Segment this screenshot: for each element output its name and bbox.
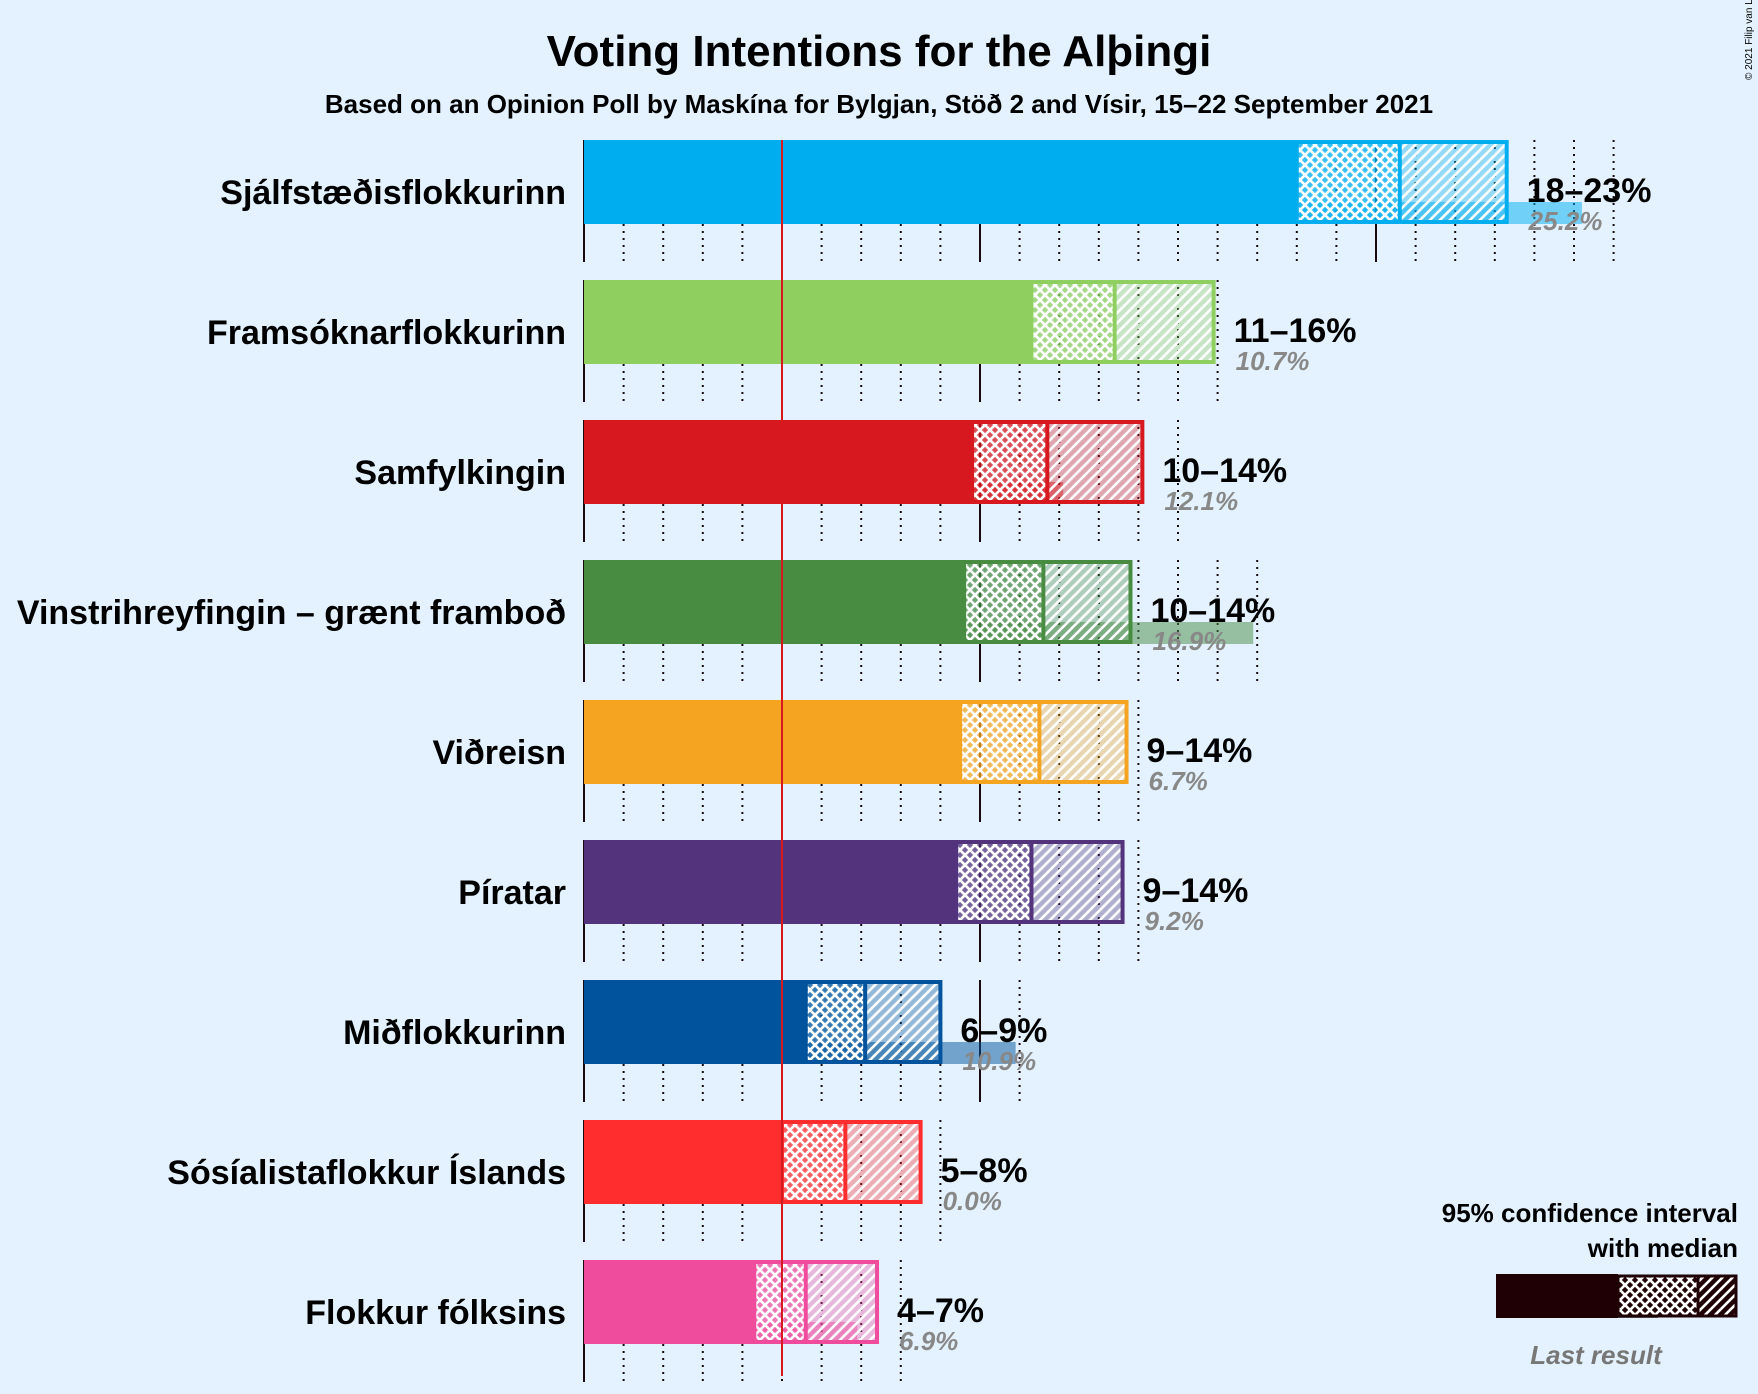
chart-title: Voting Intentions for the Alþingi [547, 27, 1212, 76]
range-label: 6–9% [960, 1012, 1047, 1050]
ci-lower-pattern [1031, 282, 1115, 362]
ci-upper-pattern [1047, 422, 1143, 502]
ci-solid-bar [584, 980, 806, 1064]
ci-solid-bar [584, 1120, 782, 1204]
legend-last-result: Last result [1530, 1340, 1663, 1370]
ci-upper-pattern [1031, 842, 1123, 922]
legend-title-line1: 95% confidence interval [1442, 1198, 1738, 1228]
last-result-label: 9.2% [1145, 906, 1204, 936]
legend-solid-bar [1496, 1274, 1618, 1318]
ci-lower-pattern [964, 562, 1044, 642]
last-result-label: 6.7% [1149, 766, 1208, 796]
range-label: 9–14% [1147, 732, 1253, 770]
party-name: Viðreisn [432, 734, 566, 772]
range-label: 5–8% [941, 1152, 1028, 1190]
ci-lower-pattern [972, 422, 1048, 502]
ci-solid-bar [584, 280, 1032, 364]
ci-lower-pattern [1296, 142, 1400, 222]
range-label: 10–14% [1150, 592, 1275, 630]
range-label: 10–14% [1162, 452, 1287, 490]
last-result-label: 25.2% [1528, 206, 1603, 236]
last-result-label: 10.9% [962, 1046, 1036, 1076]
last-result-label: 16.9% [1152, 626, 1226, 656]
range-label: 4–7% [897, 1292, 984, 1330]
ci-solid-bar [584, 700, 961, 784]
last-result-label: 12.1% [1164, 486, 1238, 516]
party-name: Vinstrihreyfingin – grænt framboð [17, 594, 566, 632]
party-name: Sjálfstæðisflokkurinn [220, 174, 566, 212]
ci-outline [970, 420, 1145, 504]
ci-upper-pattern [865, 982, 941, 1062]
range-label: 18–23% [1527, 172, 1652, 210]
bars [584, 140, 1582, 1344]
legend-hatch-pattern [1698, 1276, 1736, 1316]
ci-lower-pattern [805, 982, 866, 1062]
ci-upper-pattern [805, 1262, 878, 1342]
ci-outline [803, 980, 943, 1064]
ci-solid-bar [584, 420, 973, 504]
party-name: Sósíalistaflokkur Íslands [167, 1154, 566, 1192]
ci-outline [954, 840, 1125, 924]
ci-upper-pattern [845, 1122, 921, 1202]
chart-subtitle: Based on an Opinion Poll by Maskína for … [325, 89, 1433, 119]
party-name: Flokkur fólksins [305, 1294, 566, 1332]
ci-upper-pattern [1399, 142, 1507, 222]
ci-solid-bar [584, 560, 965, 644]
ci-outline [958, 700, 1129, 784]
ci-upper-pattern [1039, 702, 1127, 782]
ci-solid-bar [584, 840, 957, 924]
ci-lower-pattern [956, 842, 1032, 922]
ci-outline [752, 1260, 880, 1344]
ci-upper-pattern [1114, 282, 1214, 362]
legend-title-line2: with median [1587, 1233, 1738, 1263]
party-name: Píratar [458, 874, 566, 912]
ci-outline [962, 560, 1133, 644]
range-label: 11–16% [1234, 312, 1357, 350]
ci-solid-bar [584, 1260, 755, 1344]
party-name: Miðflokkurinn [343, 1014, 566, 1052]
ci-solid-bar [584, 140, 1297, 224]
party-name: Framsóknarflokkurinn [207, 314, 566, 352]
last-result-label: 0.0% [943, 1186, 1002, 1216]
ci-upper-pattern [1043, 562, 1131, 642]
legend-crosshatch-pattern [1618, 1276, 1698, 1316]
legend: 95% confidence interval with median Last… [1442, 1198, 1738, 1370]
ci-outline [1029, 280, 1216, 364]
labels: Sjálfstæðisflokkurinn 18–23%25.2% Framsókn… [17, 172, 1652, 1356]
ci-lower-pattern [782, 1122, 846, 1202]
copyright-text: © 2021 Filip van Laenen [1744, 0, 1755, 80]
ci-lower-pattern [960, 702, 1040, 782]
legend-ci-outline [1616, 1274, 1738, 1318]
ci-lower-pattern [754, 1262, 806, 1342]
party-name: Samfylkingin [354, 454, 566, 492]
last-result-label: 6.9% [899, 1326, 958, 1356]
range-label: 9–14% [1143, 872, 1249, 910]
last-result-label: 10.7% [1236, 346, 1310, 376]
